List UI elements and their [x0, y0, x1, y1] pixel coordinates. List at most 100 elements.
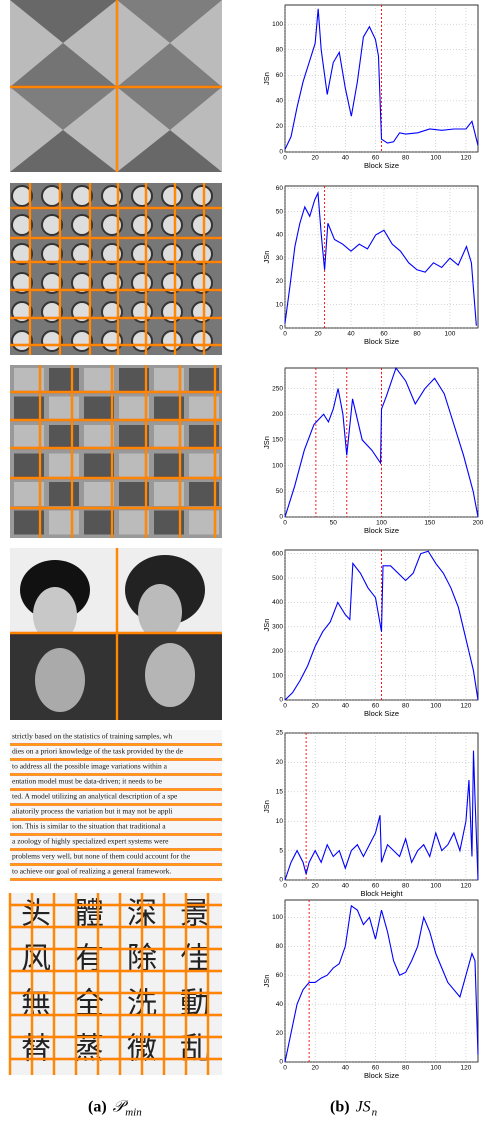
x-tick-label: 0 — [283, 703, 287, 710]
y-tick-label: 500 — [272, 575, 283, 582]
caption-symbol: JS — [356, 1099, 371, 1116]
texture — [11, 243, 33, 265]
texture — [119, 453, 149, 478]
texture — [119, 482, 149, 506]
x-tick-label: 50 — [330, 520, 338, 527]
texture — [11, 214, 33, 236]
y-tick-label: 80 — [276, 46, 284, 53]
texture — [84, 510, 114, 535]
texture — [161, 272, 183, 294]
y-tick-label: 400 — [272, 599, 283, 606]
x-tick-label: 20 — [312, 883, 320, 890]
texture — [191, 185, 213, 207]
x-tick-label: 120 — [461, 1065, 472, 1072]
text-line: problems very well, but none of them cou… — [12, 852, 191, 861]
text-line: aliatorily process the variation but it … — [12, 807, 173, 816]
x-tick-label: 40 — [342, 703, 350, 710]
texture — [84, 482, 114, 506]
y-tick-label: 5 — [279, 847, 283, 854]
caption-label: (b) — [330, 1099, 350, 1116]
glyph: 無 — [21, 987, 51, 1022]
y-tick-label: 100 — [272, 914, 283, 921]
data-line — [284, 8, 479, 150]
texture — [49, 396, 79, 421]
texture — [131, 330, 153, 352]
texture — [131, 185, 153, 207]
y-tick-label: 100 — [272, 462, 283, 469]
x-tick-label: 100 — [376, 520, 387, 527]
texture — [49, 482, 79, 506]
texture — [191, 272, 213, 294]
x-tick-label: 0 — [283, 1065, 287, 1072]
x-tick-label: 100 — [445, 331, 456, 338]
y-tick-label: 100 — [272, 21, 283, 28]
texture — [84, 453, 114, 478]
y-tick-label: 20 — [276, 278, 284, 285]
x-axis-label: Block Size — [364, 1071, 399, 1080]
y-tick-label: 20 — [276, 759, 284, 766]
y-tick-label: 150 — [272, 437, 283, 444]
texture — [49, 510, 79, 535]
texture — [161, 214, 183, 236]
data-line — [284, 190, 477, 326]
x-tick-label: 100 — [430, 155, 441, 162]
x-tick-label: 60 — [380, 331, 388, 338]
texture — [119, 510, 149, 535]
x-tick-label: 0 — [283, 883, 287, 890]
texture — [71, 243, 93, 265]
texture — [84, 425, 114, 449]
y-tick-label: 25 — [276, 730, 284, 737]
text-line: to address all the possible image variat… — [12, 762, 168, 771]
x-tick-label: 20 — [312, 155, 320, 162]
x-axis-label: Block Size — [364, 161, 399, 170]
x-tick-label: 40 — [342, 883, 350, 890]
x-tick-label: 80 — [402, 703, 410, 710]
y-tick-label: 10 — [276, 301, 284, 308]
x-tick-label: 100 — [430, 883, 441, 890]
x-axis-label: Block Size — [364, 709, 399, 718]
y-tick-label: 40 — [276, 98, 284, 105]
texture — [191, 214, 213, 236]
texture — [161, 243, 183, 265]
y-tick-label: 15 — [276, 789, 284, 796]
x-tick-label: 40 — [347, 331, 355, 338]
x-tick-label: 20 — [312, 703, 320, 710]
y-tick-label: 20 — [276, 1030, 284, 1037]
y-tick-label: 0 — [279, 149, 283, 156]
data-line — [284, 904, 479, 1063]
y-tick-label: 250 — [272, 385, 283, 392]
caption-label: (a) — [88, 1099, 107, 1116]
y-tick-label: 10 — [276, 818, 284, 825]
y-axis-label: JSn — [262, 975, 271, 988]
y-tick-label: 20 — [276, 123, 284, 130]
texture — [11, 272, 33, 294]
texture — [84, 396, 114, 421]
texture — [191, 243, 213, 265]
y-tick-label: 40 — [276, 232, 284, 239]
texture — [71, 272, 93, 294]
text-line: strictly based on the statistics of trai… — [12, 732, 172, 741]
y-tick-label: 30 — [276, 255, 284, 262]
text-line: to achieve our goal of realizing a gener… — [12, 867, 171, 876]
y-tick-label: 300 — [272, 624, 283, 631]
y-axis-label: JSn — [262, 436, 271, 449]
text-line: ion. This is similar to the situation th… — [12, 822, 166, 831]
texture — [161, 330, 183, 352]
plot-frame — [284, 185, 479, 329]
caption-subscript: min — [125, 1107, 142, 1119]
texture — [49, 368, 79, 392]
text-line: ted. A model utilizing an analytical des… — [12, 792, 178, 801]
glyph: 全 — [74, 987, 104, 1022]
texture — [41, 214, 63, 236]
x-tick-label: 100 — [430, 1065, 441, 1072]
x-tick-label: 60 — [372, 1065, 380, 1072]
x-tick-label: 120 — [461, 703, 472, 710]
texture — [131, 214, 153, 236]
y-tick-label: 600 — [272, 550, 283, 557]
y-tick-label: 0 — [279, 877, 283, 884]
x-axis-label: Block Height — [360, 889, 403, 898]
x-tick-label: 80 — [402, 155, 410, 162]
y-tick-label: 60 — [276, 185, 284, 192]
y-axis-label: JSn — [262, 619, 271, 632]
x-tick-label: 20 — [314, 331, 322, 338]
